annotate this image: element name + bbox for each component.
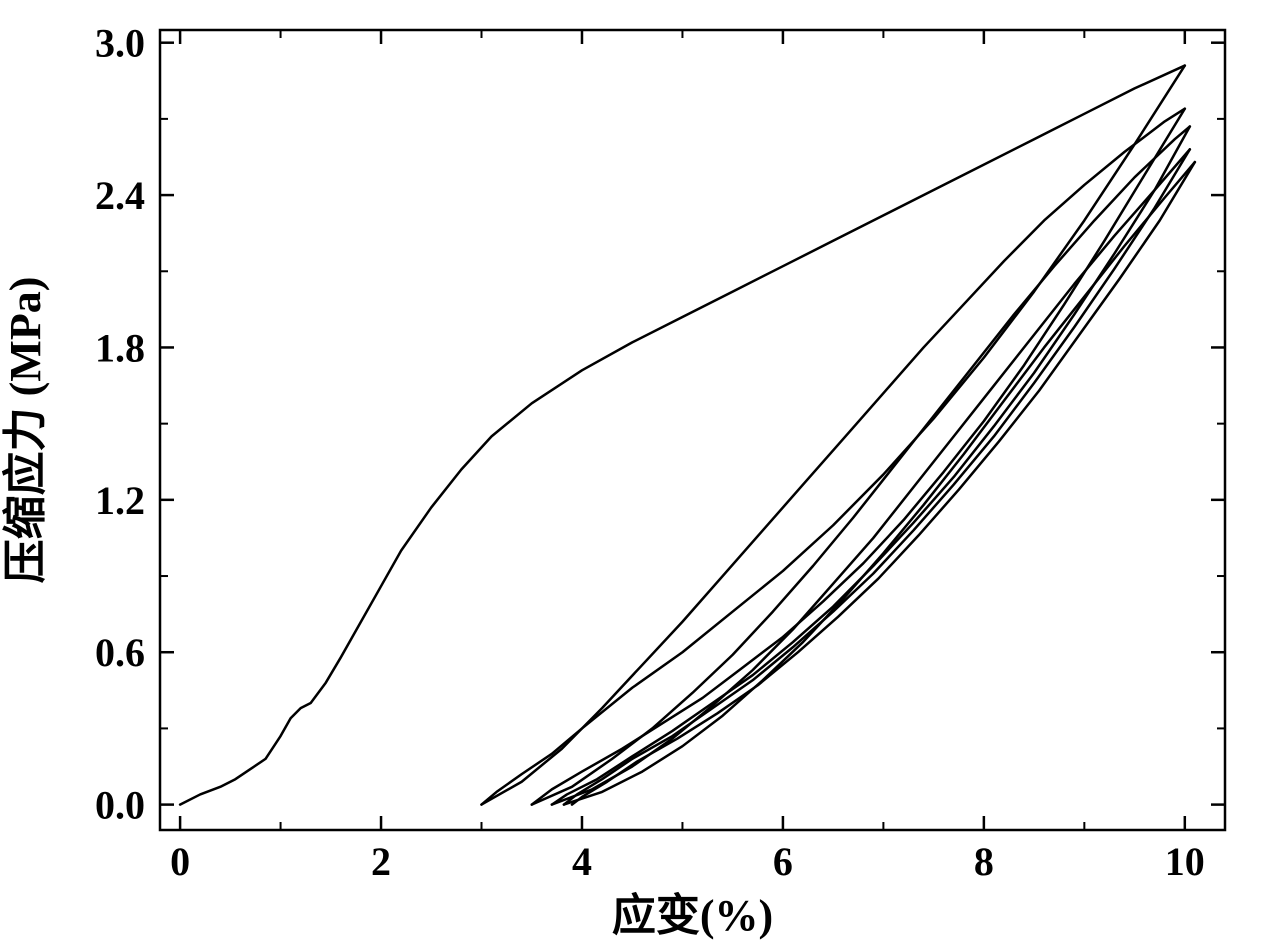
x-tick-label: 10 [1165, 839, 1205, 884]
x-tick-label: 6 [773, 839, 793, 884]
x-tick-label: 8 [974, 839, 994, 884]
x-tick-label: 4 [572, 839, 592, 884]
series-cycle2_loading [482, 109, 1185, 805]
chart-svg: 0 2 4 6 8 10 0.0 0.6 1.2 1.8 2.4 3.0 应变(%) 压缩应力 (MPa) [0, 0, 1272, 952]
series-cycle4_unloading [564, 149, 1190, 804]
y-tick-label: 3.0 [95, 21, 145, 66]
y-tick-label: 2.4 [95, 173, 145, 218]
series-cycle2_unloading [532, 109, 1185, 805]
stress-strain-chart: 0 2 4 6 8 10 0.0 0.6 1.2 1.8 2.4 3.0 应变(%) 压缩应力 (MPa) [0, 0, 1272, 952]
y-tick-label: 1.8 [95, 325, 145, 370]
series-cycle3_unloading [552, 127, 1190, 805]
x-axis-label: 应变(%) [612, 891, 773, 940]
plot-border [160, 30, 1225, 830]
series-cycle5_unloading [572, 162, 1195, 805]
y-tick-label: 1.2 [95, 478, 145, 523]
series-cycle1_unloading [482, 66, 1185, 805]
y-tick-label: 0.0 [95, 783, 145, 828]
series-cycle4_loading [552, 149, 1190, 804]
series-cycle1_loading [180, 66, 1185, 805]
y-tick-label: 0.6 [95, 630, 145, 675]
x-tick-label: 0 [170, 839, 190, 884]
y-axis-label: 压缩应力 (MPa) [1, 277, 50, 584]
x-tick-label: 2 [371, 839, 391, 884]
